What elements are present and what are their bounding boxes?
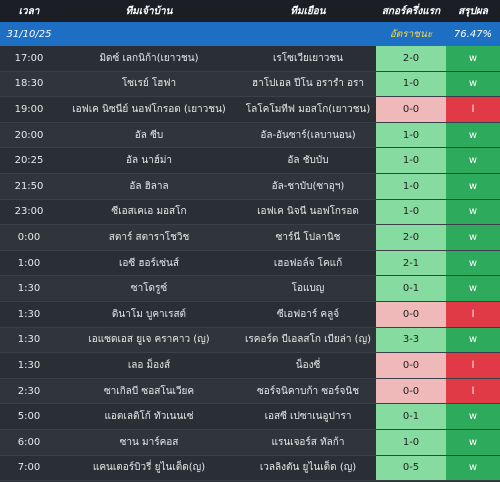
home-team: ซาเกิลบี ซอสโนเวียค — [58, 378, 240, 405]
time: 18:30 — [0, 71, 58, 98]
result: w — [446, 327, 500, 354]
away-team: อัล-อันซาร์(เลบานอน) — [240, 122, 376, 149]
away-team: ซอร์จนิคาบก้า ซอร์จนิช — [240, 378, 376, 405]
half-time-score: 0-0 — [376, 301, 446, 328]
time: 7:00 — [0, 456, 58, 482]
time: 6:00 — [0, 429, 58, 456]
away-team: แรนเจอร์ส ทัลก้า — [240, 429, 376, 456]
half-time-score: 0-0 — [376, 97, 446, 123]
half-time-score: 0-5 — [376, 455, 446, 482]
home-team: มิดซ์ เลกนิก้า(เยาวชน) — [58, 46, 240, 72]
home-team: อัล ฮิลาล — [58, 173, 240, 200]
result: w — [446, 122, 500, 149]
home-team: สตาร์ สตาราโชวิช — [58, 225, 240, 251]
result: l — [446, 301, 500, 328]
time: 21:50 — [0, 173, 58, 200]
away-team: อัล ชับบับ — [240, 148, 376, 174]
away-team: โอแบญ — [240, 276, 376, 302]
half-time-score: 1-0 — [376, 429, 446, 456]
result: w — [446, 429, 500, 456]
time: 20:00 — [0, 122, 58, 149]
home-team: เอฟเค นิซนีย์ นอฟโกรอด (เยาวชน) — [58, 97, 240, 123]
away-team: ซาร์นี โปลานิช — [240, 225, 376, 251]
result: w — [446, 173, 500, 200]
home-team: เลอ ม็องส์ — [58, 353, 240, 379]
result: w — [446, 199, 500, 226]
half-time-score: 0-1 — [376, 404, 446, 430]
half-time-score: 3-3 — [376, 327, 446, 354]
time: 17:00 — [0, 46, 58, 72]
away-team: เฮอฟอล์จ โคแก้ — [240, 251, 376, 277]
time: 23:00 — [0, 200, 58, 226]
home-team: แอตเลติโก้ ทัวเนนเซ่ — [58, 404, 240, 430]
result: w — [446, 46, 500, 72]
half-time-score: 2-1 — [376, 250, 446, 277]
half-time-score: 1-0 — [376, 173, 446, 200]
time: 1:00 — [0, 251, 58, 277]
home-team: เอซี ฮอร์เซ่นส์ — [58, 251, 240, 277]
time: 1:30 — [0, 302, 58, 328]
result: w — [446, 455, 500, 482]
home-team: อัล ซีบ — [58, 122, 240, 149]
half-time-score: 1-0 — [376, 199, 446, 226]
half-time-score: 2-0 — [376, 46, 446, 72]
result: l — [446, 97, 500, 123]
time: 2:30 — [0, 378, 58, 405]
half-time-score: 2-0 — [376, 225, 446, 251]
half-time-score: 1-0 — [376, 148, 446, 174]
header-cell: ทีมเจ้าบ้าน — [58, 0, 240, 22]
half-time-score: 0-0 — [376, 353, 446, 379]
time: 0:00 — [0, 225, 58, 251]
time: 1:30 — [0, 276, 58, 302]
result: w — [446, 250, 500, 277]
win-rate-label: อัตราชนะ — [376, 22, 446, 46]
away-team: เรโซเวียเยาวชน — [240, 46, 376, 72]
half-time-score: 0-0 — [376, 378, 446, 405]
home-team: โซเรย์ โฮฟา — [58, 71, 240, 98]
time: 5:00 — [0, 404, 58, 430]
away-team: อัล-ชาบับ(ซาอุฯ) — [240, 173, 376, 200]
spacer — [58, 22, 240, 46]
date: 31/10/25 — [0, 22, 58, 46]
home-team: ซีเอสเคเอ มอสโก — [58, 200, 240, 226]
home-team: อัล นาฮ์ม่า — [58, 148, 240, 174]
home-team: ซาโดรูซ์ — [58, 276, 240, 302]
away-team: เอสซี เปซาเนอูปารา — [240, 404, 376, 430]
result: w — [446, 404, 500, 430]
time: 19:00 — [0, 97, 58, 123]
away-team: โลโคโมทีฟ มอสโก(เยาวชน) — [240, 97, 376, 123]
half-time-score: 0-1 — [376, 276, 446, 302]
result: w — [446, 225, 500, 251]
away-team: เวลลิงตัน ยูไนเต็ด (ญ) — [240, 456, 376, 482]
away-team: ซีเอฟอาร์ คลูจ์ — [240, 302, 376, 328]
result: w — [446, 71, 500, 98]
away-team: ฮาโปเอล ปีโน อรารำ อรา — [240, 71, 376, 98]
header-cell: สรุปผล — [446, 0, 500, 22]
time: 20:25 — [0, 148, 58, 174]
home-team: ดินาโม บูคาเรสต์ — [58, 302, 240, 328]
half-time-score: 1-0 — [376, 122, 446, 149]
header-cell: เวลา — [0, 0, 58, 22]
spacer — [240, 22, 376, 46]
header-cell: สกอร์ครึ่งแรก — [376, 0, 446, 22]
header-cell: ทีมเยือน — [240, 0, 376, 22]
result: w — [446, 148, 500, 174]
away-team: น็องซี่ — [240, 353, 376, 379]
win-rate: 76.47% — [446, 22, 500, 46]
result: w — [446, 276, 500, 302]
home-team: ซาน มาร์คอส — [58, 429, 240, 456]
time: 1:30 — [0, 353, 58, 379]
result: l — [446, 378, 500, 405]
result: l — [446, 353, 500, 379]
time: 1:30 — [0, 327, 58, 354]
home-team: เอแซดเอส ยูเจ คราคาว (ญ) — [58, 327, 240, 354]
home-team: แคนเตอร์บิวรี่ ยูไนเต็ด(ญ) — [58, 456, 240, 482]
half-time-score: 1-0 — [376, 71, 446, 98]
away-team: เรคอร์ด บีเอลสโก เบียล่า (ญ) — [240, 327, 376, 354]
away-team: เอฟเค นิจนี นอฟโกรอด — [240, 200, 376, 226]
